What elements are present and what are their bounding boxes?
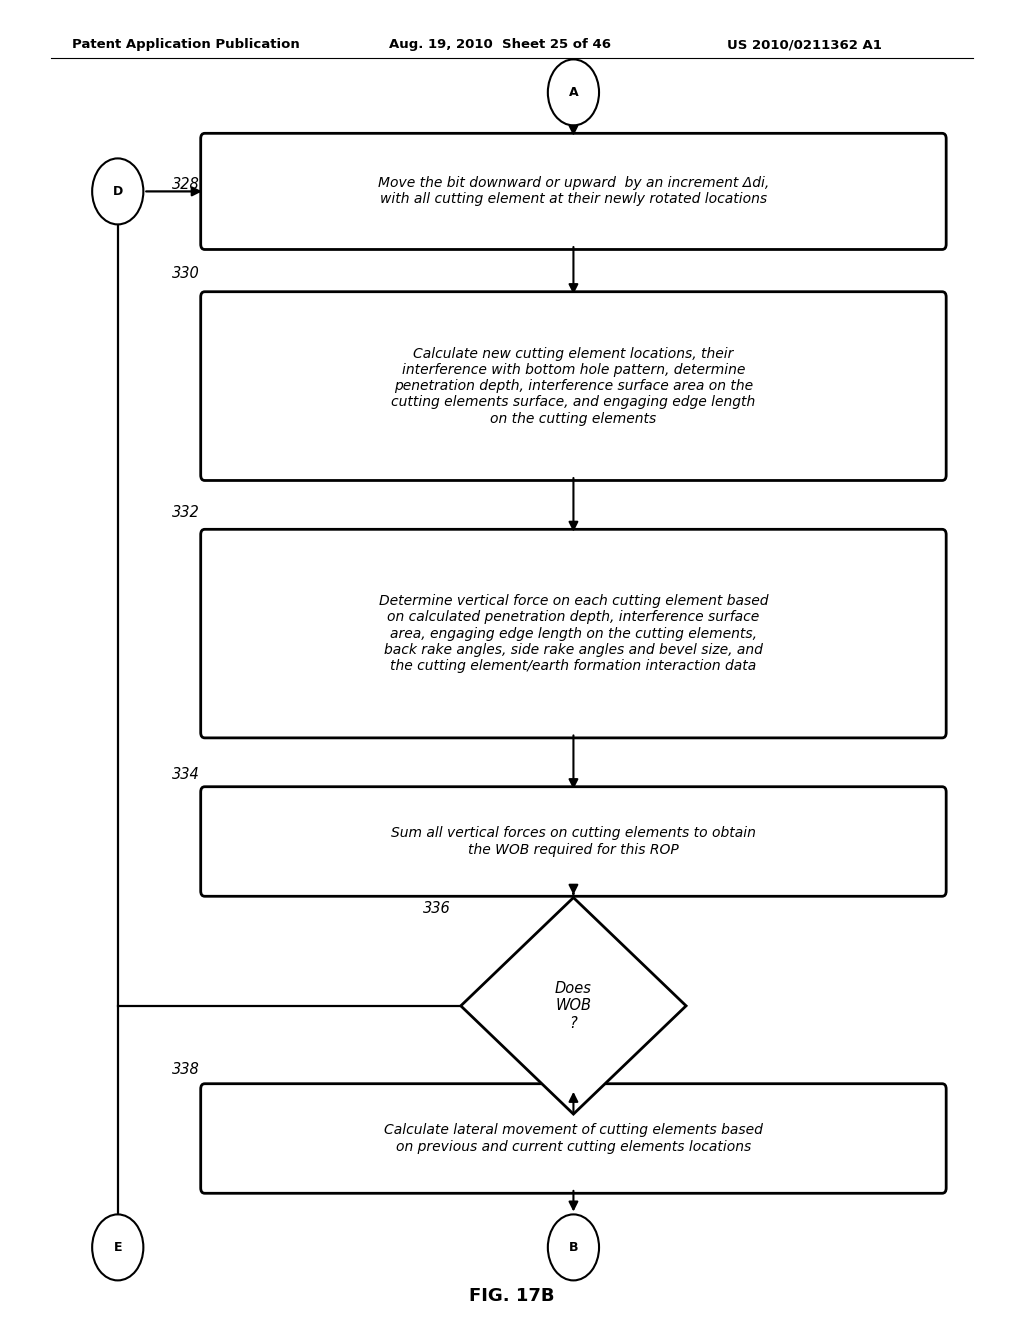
Text: Determine vertical force on each cutting element based
on calculated penetration: Determine vertical force on each cutting… (379, 594, 768, 673)
FancyBboxPatch shape (201, 787, 946, 896)
Text: Patent Application Publication: Patent Application Publication (72, 38, 299, 51)
FancyBboxPatch shape (201, 529, 946, 738)
FancyBboxPatch shape (201, 1084, 946, 1193)
Circle shape (92, 1214, 143, 1280)
Text: US 2010/0211362 A1: US 2010/0211362 A1 (727, 38, 882, 51)
Text: Does
WOB
?: Does WOB ? (555, 981, 592, 1031)
Text: Sum all vertical forces on cutting elements to obtain
the WOB required for this : Sum all vertical forces on cutting eleme… (391, 826, 756, 857)
Text: D: D (113, 185, 123, 198)
Text: B: B (568, 1241, 579, 1254)
Text: FIG. 17B: FIG. 17B (469, 1287, 555, 1305)
Text: 328: 328 (172, 177, 200, 193)
FancyBboxPatch shape (201, 292, 946, 480)
Circle shape (548, 59, 599, 125)
Text: 332: 332 (172, 504, 200, 520)
Polygon shape (461, 898, 686, 1114)
Circle shape (548, 1214, 599, 1280)
Text: 336: 336 (423, 900, 451, 916)
FancyBboxPatch shape (201, 133, 946, 249)
Text: Calculate new cutting element locations, their
interference with bottom hole pat: Calculate new cutting element locations,… (391, 347, 756, 425)
Text: Move the bit downward or upward  by an increment Δdi,
with all cutting element a: Move the bit downward or upward by an in… (378, 177, 769, 206)
Text: E: E (114, 1241, 122, 1254)
Text: 334: 334 (172, 767, 200, 783)
Text: 338: 338 (172, 1061, 200, 1077)
Circle shape (92, 158, 143, 224)
Text: Aug. 19, 2010  Sheet 25 of 46: Aug. 19, 2010 Sheet 25 of 46 (389, 38, 611, 51)
Text: Calculate lateral movement of cutting elements based
on previous and current cut: Calculate lateral movement of cutting el… (384, 1123, 763, 1154)
Text: A: A (568, 86, 579, 99)
Text: 330: 330 (172, 265, 200, 281)
